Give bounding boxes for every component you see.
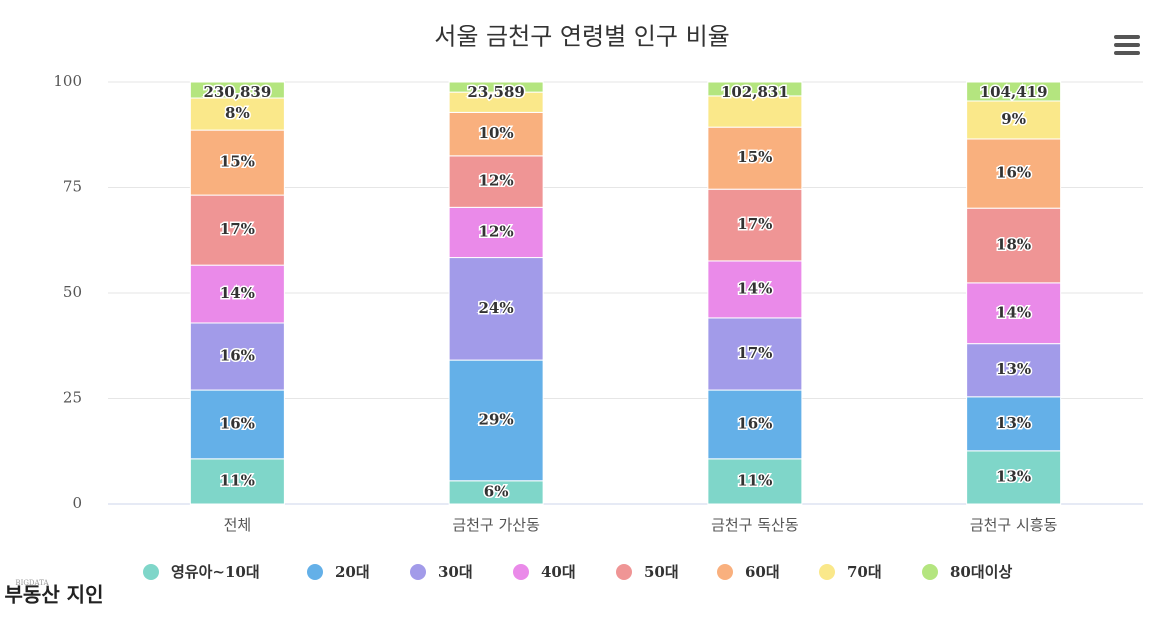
data-label: 17% [737,215,772,233]
legend-label: 70대 [847,563,882,581]
logo-text[interactable]: 부동산 지인 [5,583,104,607]
bar-segment [707,188,803,262]
legend-marker [922,564,938,580]
x-tick-label: 금천구 시흥동 [970,516,1058,534]
bar-segment [707,260,803,319]
bar-segment [189,322,285,391]
data-label: 11% [220,471,255,489]
legend-label: 60대 [745,563,780,581]
bar-segment [189,264,285,324]
bar-segment [189,458,285,505]
x-tick-label: 전체 [224,516,252,534]
data-label: 24% [479,299,514,317]
data-label: 18% [996,236,1031,254]
legend-label: 20대 [335,563,370,581]
bar-segment [707,389,803,460]
menu-line [1114,51,1140,55]
bar-segment [966,282,1062,345]
data-label: 16% [996,164,1031,182]
legend-label: 40대 [541,563,576,581]
stack-total-label: 102,831 [721,83,789,101]
legend-marker [513,564,529,580]
logo-small: BIGDATA [15,579,49,587]
bar-segment [189,97,285,131]
legend-label: 30대 [438,563,473,581]
legend-marker [410,564,426,580]
legend-marker [616,564,632,580]
data-label: 9% [1001,110,1026,128]
data-label: 15% [737,148,772,166]
data-label: 12% [479,222,514,240]
data-label: 13% [996,414,1031,432]
bar-segment [448,206,544,259]
bar-segment [707,81,803,97]
menu-button[interactable] [1114,35,1140,55]
data-label: 17% [220,220,255,238]
data-label: 14% [737,279,772,297]
bar-segment [966,138,1062,209]
stack-total-label: 23,589 [467,83,524,101]
y-tick-label: 0 [72,494,82,512]
legend-marker [717,564,733,580]
data-label: 12% [479,172,514,190]
legend-label: 50대 [644,563,679,581]
data-label: 13% [996,467,1031,485]
bar-segment [189,81,285,99]
bar-segment [189,194,285,266]
stack-total-label: 104,419 [980,83,1048,101]
legend-marker [143,564,159,580]
bar-segment [966,81,1062,102]
menu-line [1114,35,1140,39]
bar-segment [448,111,544,157]
legend-label: 80대이상 [950,563,1012,581]
data-label: 8% [225,104,250,122]
y-tick-label: 25 [63,389,82,407]
y-tick-label: 75 [63,178,82,196]
bar-segment [189,129,285,196]
y-tick-label: 50 [63,283,82,301]
bar-segment [448,81,544,93]
menu-line [1114,43,1140,47]
bar-segment [448,257,544,361]
data-label: 15% [220,153,255,171]
legend-marker [307,564,323,580]
chart-title: 서울 금천구 연령별 인구 비율 [434,23,729,51]
bar-segment [707,95,803,128]
data-label: 29% [479,410,514,428]
bar-segment [966,100,1062,140]
legend-label: 영유아~10대 [171,563,260,581]
data-label: 14% [220,284,255,302]
bar-segment [448,155,544,208]
data-label: 13% [996,360,1031,378]
data-label: 6% [484,482,509,500]
y-tick-label: 100 [53,72,82,90]
bar-segment [966,450,1062,505]
x-tick-label: 금천구 가산동 [452,516,540,534]
data-label: 16% [737,414,772,432]
bar-segment [707,458,803,505]
legend-marker [819,564,835,580]
data-label: 16% [220,414,255,432]
x-tick-label: 금천구 독산동 [711,516,799,534]
data-label: 16% [220,347,255,365]
data-label: 14% [996,303,1031,321]
data-label: 10% [479,124,514,142]
bar-segment [448,359,544,482]
stack-total-label: 230,839 [203,83,271,101]
data-label: 11% [737,471,772,489]
bar-segment [966,343,1062,398]
bar-segment [707,317,803,391]
data-label: 17% [737,344,772,362]
